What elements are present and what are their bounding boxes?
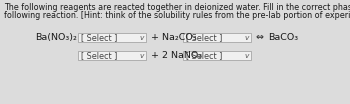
Text: v: v xyxy=(245,35,249,40)
Text: [ Select ]: [ Select ] xyxy=(186,51,222,60)
FancyBboxPatch shape xyxy=(183,51,251,60)
FancyBboxPatch shape xyxy=(183,33,251,42)
Text: v: v xyxy=(245,53,249,58)
Text: Ba(NO₃)₂: Ba(NO₃)₂ xyxy=(35,33,77,42)
FancyBboxPatch shape xyxy=(78,33,146,42)
Text: BaCO₃: BaCO₃ xyxy=(268,33,298,42)
Text: ⇔: ⇔ xyxy=(256,33,264,42)
Text: [ Select ]: [ Select ] xyxy=(81,33,117,42)
FancyBboxPatch shape xyxy=(78,51,146,60)
Text: [ Select ]: [ Select ] xyxy=(81,51,117,60)
Text: + Na₂CO₃: + Na₂CO₃ xyxy=(151,33,197,42)
Text: v: v xyxy=(140,35,144,40)
Text: following reaction. [Hint: think of the solubility rules from the pre-lab portio: following reaction. [Hint: think of the … xyxy=(4,11,350,20)
Text: + 2 NaNO₃: + 2 NaNO₃ xyxy=(151,51,202,60)
Text: [ Select ]: [ Select ] xyxy=(186,33,222,42)
Text: The following reagents are reacted together in deionized water. Fill in the corr: The following reagents are reacted toget… xyxy=(4,3,350,12)
Text: v: v xyxy=(140,53,144,58)
